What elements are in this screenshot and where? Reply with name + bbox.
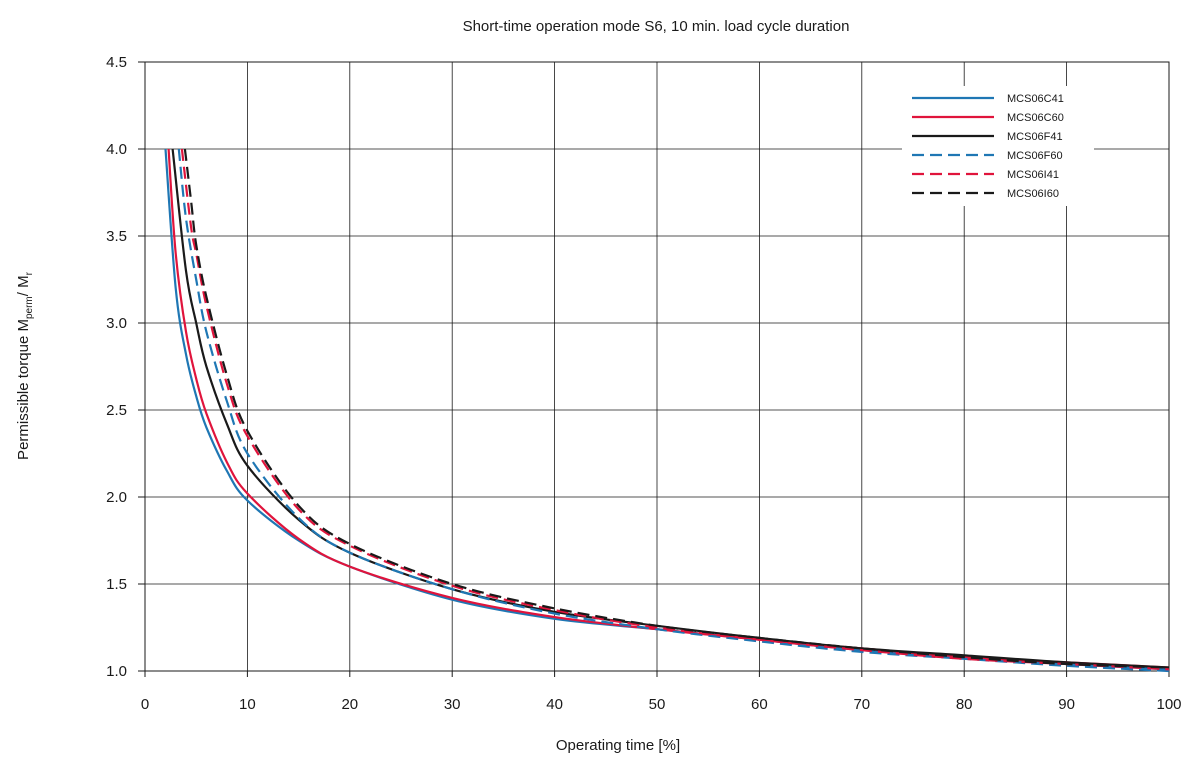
- series-line-mcs06f41: [171, 148, 1170, 669]
- legend-label-mcs06i41: MCS06I41: [1007, 169, 1059, 181]
- x-tick-label: 50: [649, 696, 666, 713]
- x-tick-label: 20: [341, 696, 358, 713]
- legend-label-mcs06i60: MCS06I60: [1007, 188, 1059, 200]
- x-tick-label: 80: [956, 696, 973, 713]
- x-tick-label: 30: [444, 696, 461, 713]
- y-axis-label: Permissible torque Mperm/ Mr: [15, 271, 35, 460]
- y-axis-ticks: 1.0 1.5 2.0 2.5 3.0 3.5 4.0 4.5: [106, 54, 145, 680]
- x-tick-label: 70: [853, 696, 870, 713]
- legend: MCS06C41 MCS06C60 MCS06F41 MCS06F60 MCS06I41…: [912, 93, 1064, 200]
- y-tick-label: 4.5: [106, 54, 127, 71]
- x-tick-label: 90: [1058, 696, 1075, 713]
- y-tick-label: 3.0: [106, 315, 127, 332]
- x-tick-label: 100: [1156, 696, 1181, 713]
- legend-label-mcs06f60: MCS06F60: [1007, 150, 1063, 162]
- series-line-mcs06i41: [180, 148, 1170, 671]
- y-axis-label-main: Permissible torque M: [15, 319, 32, 460]
- x-axis-label: Operating time [%]: [556, 737, 680, 754]
- y-axis-label-mid: / M: [15, 275, 32, 296]
- x-tick-label: 0: [141, 696, 149, 713]
- y-tick-label: 2.0: [106, 489, 127, 506]
- y-tick-label: 4.0: [106, 141, 127, 158]
- series-line-mcs06f60: [177, 148, 1170, 673]
- legend-label-mcs06f41: MCS06F41: [1007, 131, 1063, 143]
- x-tick-label: 10: [239, 696, 256, 713]
- series-line-mcs06c60: [167, 148, 1170, 669]
- x-tick-label: 40: [546, 696, 563, 713]
- y-axis-label-sub-r: r: [24, 271, 35, 275]
- legend-label-mcs06c60: MCS06C60: [1007, 112, 1064, 124]
- y-tick-label: 1.0: [106, 663, 127, 680]
- legend-label-mcs06c41: MCS06C41: [1007, 93, 1064, 105]
- chart-title: Short-time operation mode S6, 10 min. lo…: [463, 18, 850, 35]
- legend-box: [902, 86, 1094, 206]
- x-axis-ticks: 0 10 20 30 40 50 60 70 80 90 100: [141, 671, 1182, 713]
- grid: [145, 62, 1169, 671]
- y-axis-label-sub-perm: perm: [24, 296, 35, 319]
- y-tick-label: 2.5: [106, 402, 127, 419]
- series-line-mcs06c41: [164, 148, 1170, 671]
- y-tick-label: 3.5: [106, 228, 127, 245]
- series-line-mcs06i60: [183, 148, 1170, 669]
- series-lines: [164, 148, 1170, 673]
- x-tick-label: 60: [751, 696, 768, 713]
- y-tick-label: 1.5: [106, 576, 127, 593]
